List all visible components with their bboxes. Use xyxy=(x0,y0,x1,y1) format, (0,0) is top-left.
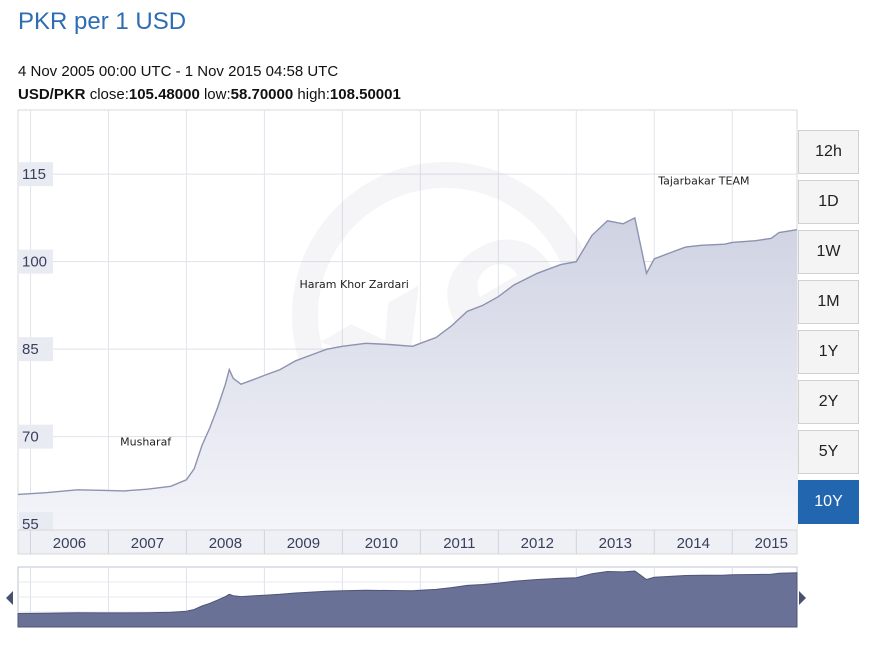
range-button-5y[interactable]: 5Y xyxy=(798,430,859,474)
x-tick-label: 2014 xyxy=(677,535,710,552)
x-tick-label: 2008 xyxy=(209,535,242,552)
y-axis-ticks: 55 70 85 100 115 xyxy=(19,162,53,537)
x-tick-label: 2015 xyxy=(755,535,788,552)
close-value: 105.48000 xyxy=(128,86,200,103)
range-button-1w[interactable]: 1W xyxy=(798,230,859,274)
x-tick-label: 2007 xyxy=(131,535,164,552)
low-value: 58.70000 xyxy=(230,86,294,103)
y-tick-label: 100 xyxy=(22,254,47,271)
x-tick-label: 2010 xyxy=(365,535,398,552)
y-tick-label: 55 xyxy=(22,516,39,533)
y-tick-bg xyxy=(19,162,53,187)
range-button-1d[interactable]: 1D xyxy=(798,180,859,224)
price-stats: USD/PKR close:105.48000 low:58.70000 hig… xyxy=(18,86,401,103)
x-tick-label: 2011 xyxy=(443,535,475,552)
high-value: 108.50001 xyxy=(329,86,401,103)
y-tick-label: 70 xyxy=(22,429,39,446)
y-tick-bg xyxy=(19,337,53,362)
pair-label: USD/PKR xyxy=(18,86,86,103)
range-button-1m[interactable]: 1M xyxy=(798,280,859,324)
navigator-right-handle-icon[interactable] xyxy=(799,591,806,605)
series-area xyxy=(18,217,797,530)
x-axis-ticks: 2006 2007 2008 2009 2010 2011 2012 2013 2014 2015 xyxy=(29,530,788,554)
y-tick-label: 85 xyxy=(22,341,39,358)
range-button-12h[interactable]: 12h xyxy=(798,130,859,174)
annotations: Musharaf Haram Khor Zardari Tajarbakar TEA… xyxy=(120,175,749,449)
series-line xyxy=(17,216,798,496)
low-label: low: xyxy=(203,86,231,103)
x-axis-band xyxy=(17,529,798,555)
date-range: 4 Nov 2005 00:00 UTC - 1 Nov 2015 04:58 … xyxy=(18,63,339,80)
x-tick-label: 2012 xyxy=(521,535,554,552)
y-tick-bg xyxy=(19,424,53,449)
close-label: close: xyxy=(89,86,129,103)
range-button-2y[interactable]: 2Y xyxy=(798,380,859,424)
x-tick-label: 2006 xyxy=(53,535,86,552)
high-label: high: xyxy=(297,86,330,103)
annotation-label: Tajarbakar TEAM xyxy=(657,175,749,188)
range-button-1y[interactable]: 1Y xyxy=(798,330,859,374)
navigator-area xyxy=(17,570,798,628)
annotation-label: Haram Khor Zardari xyxy=(300,278,409,291)
page-title: PKR per 1 USD xyxy=(18,8,187,35)
range-button-10y[interactable]: 10Y xyxy=(798,480,859,524)
y-tick-label: 115 xyxy=(22,166,46,183)
navigator-left-handle-icon[interactable] xyxy=(6,591,13,605)
navigator[interactable] xyxy=(6,566,806,628)
annotation-label: Musharaf xyxy=(120,435,172,448)
x-tick-label: 2013 xyxy=(599,535,632,552)
x-tick-label: 2009 xyxy=(287,535,320,552)
y-tick-bg xyxy=(19,249,53,274)
